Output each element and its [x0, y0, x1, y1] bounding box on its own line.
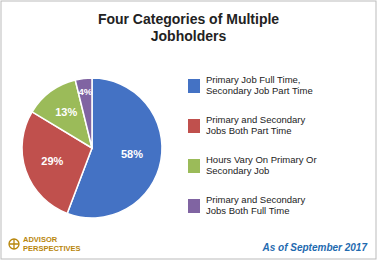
- text-line: Four Categories of Multiple: [98, 11, 279, 27]
- data-label: 13%: [55, 106, 77, 118]
- annotation: As of September 2017: [262, 242, 368, 253]
- chart-container: Four Categories of MultipleJobholders 58%…: [0, 0, 377, 260]
- legend-swatch: [188, 79, 200, 93]
- data-label: 58%: [121, 148, 143, 160]
- watermark-logo: [9, 239, 19, 249]
- legend-swatch: [188, 119, 200, 133]
- legend-label: Primary Job Full Time,Secondary Job Part…: [206, 74, 313, 97]
- frame: [1, 1, 376, 259]
- text-line: Primary and Secondary: [206, 114, 306, 125]
- text-line: Secondary Job: [206, 165, 269, 176]
- legend: Primary Job Full Time,Secondary Job Part…: [188, 74, 317, 217]
- legend-swatch: [188, 199, 200, 213]
- text-line: Primary Job Full Time,: [206, 74, 301, 85]
- text-line: Jobs Both Part Time: [206, 125, 292, 136]
- legend-label: Primary and SecondaryJobs Both Full Time: [206, 194, 306, 217]
- legend-label: Primary and SecondaryJobs Both Part Time: [206, 114, 306, 137]
- legend-label: Hours Vary On Primary OrSecondary Job: [206, 154, 317, 177]
- data-label: 29%: [41, 155, 63, 167]
- text-line: Hours Vary On Primary Or: [206, 154, 317, 165]
- data-label: 4%: [78, 86, 92, 97]
- title: Four Categories of MultipleJobholders: [98, 11, 279, 44]
- text-line: Secondary Job Part Time: [206, 85, 313, 96]
- text-line: Jobs Both Full Time: [206, 205, 289, 216]
- legend-swatch: [188, 159, 200, 173]
- logo-circle: [9, 239, 19, 249]
- logo-cross: [9, 239, 19, 249]
- pie: [22, 78, 162, 218]
- text-line: Jobholders: [151, 28, 227, 44]
- pie-slice: [75, 78, 92, 148]
- text-line: Primary and Secondary: [206, 194, 306, 205]
- watermark: PERSPECTIVES: [23, 244, 81, 253]
- data-labels: 58% 29% 13%4%: [41, 86, 143, 167]
- chart: Four Categories of MultipleJobholders 58%…: [0, 0, 377, 260]
- watermark: ADVISOR: [23, 235, 58, 244]
